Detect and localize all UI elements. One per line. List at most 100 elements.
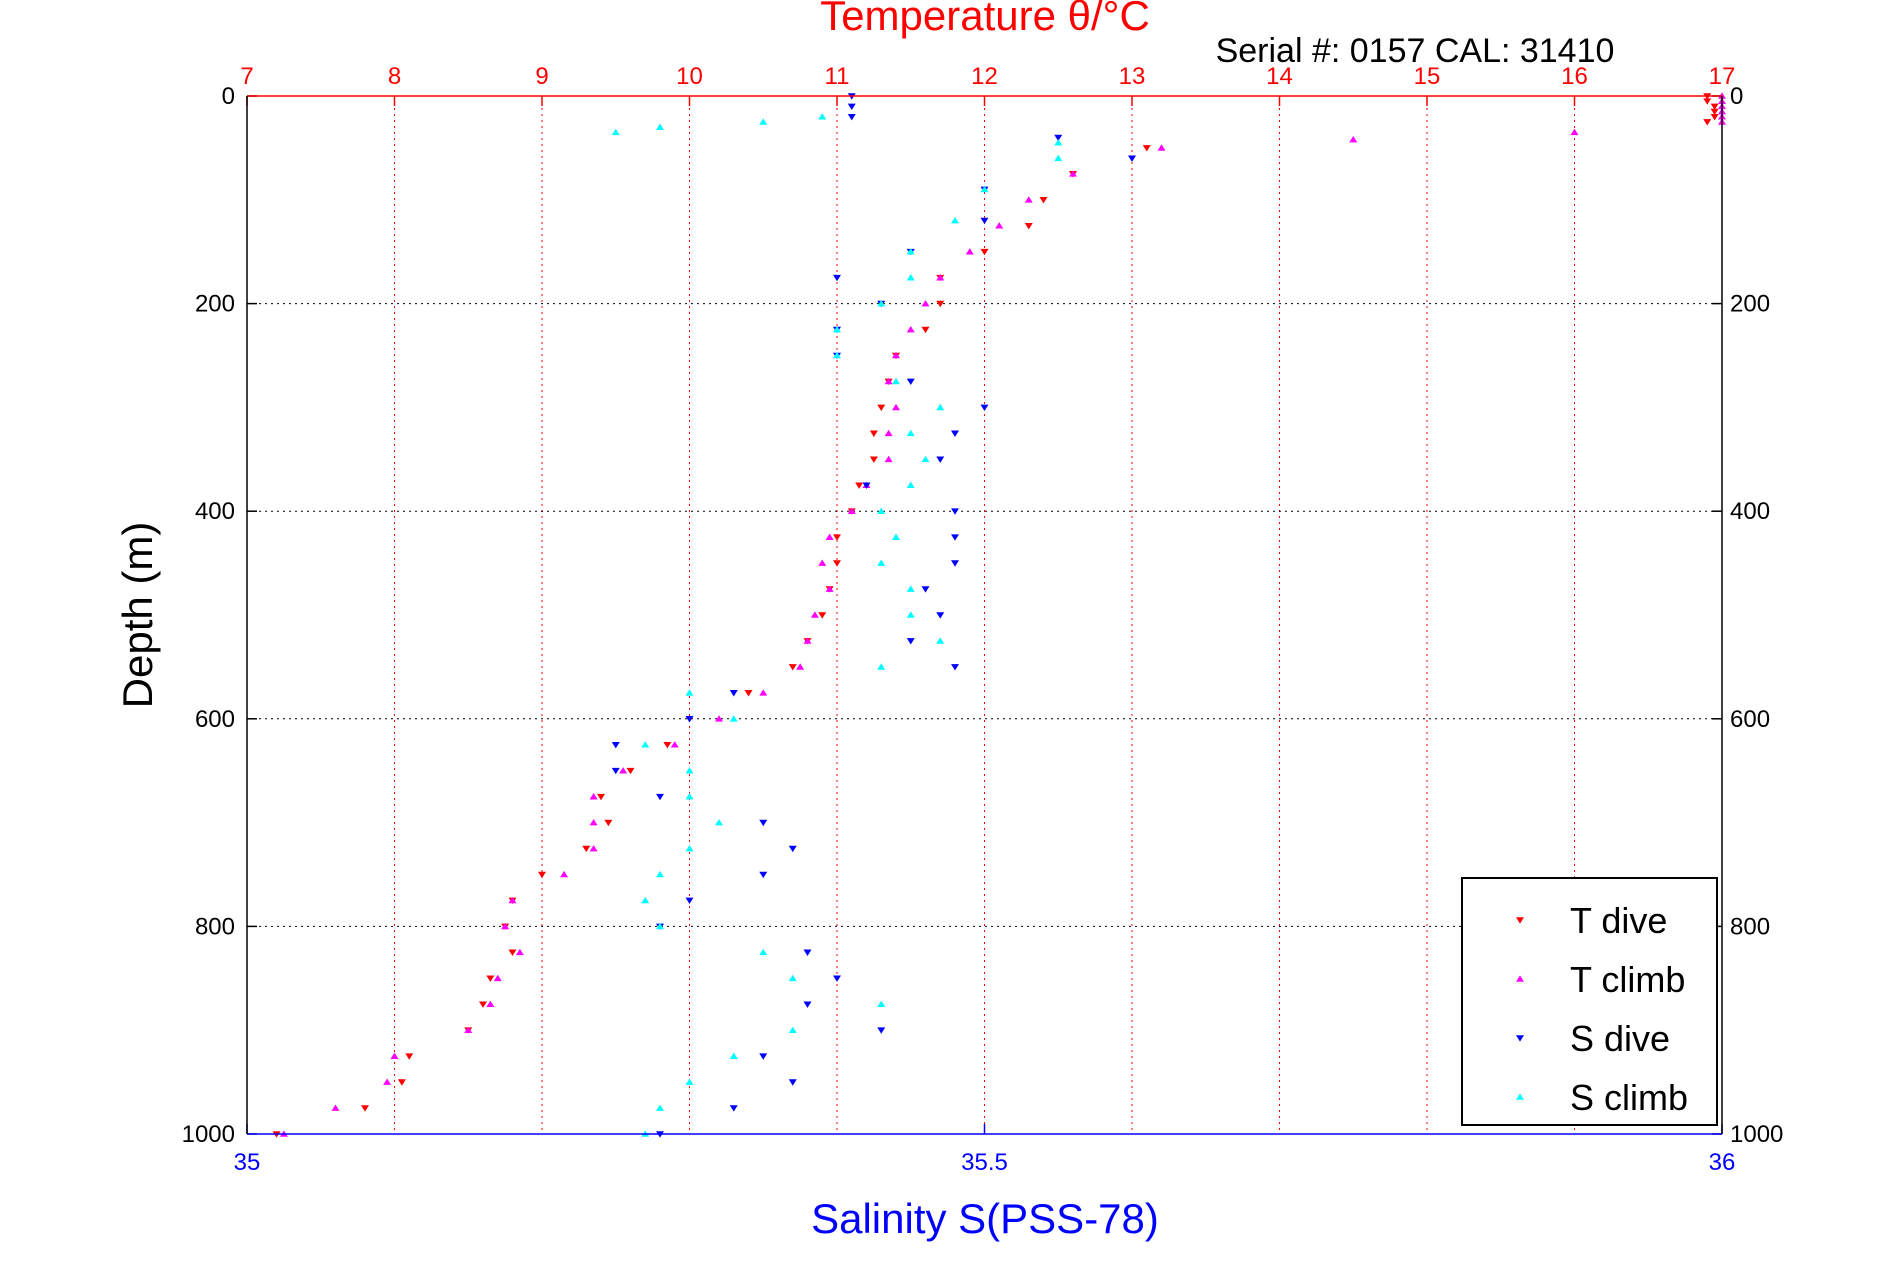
- data-point: [788, 974, 797, 982]
- data-point: [980, 217, 989, 225]
- data-point: [951, 430, 959, 437]
- y-axis-label: Depth (m): [114, 522, 161, 709]
- data-point: [951, 664, 959, 671]
- data-point: [729, 690, 738, 697]
- data-point: [656, 123, 664, 130]
- data-point: [877, 507, 886, 514]
- legend-marker: [1516, 917, 1524, 924]
- data-point: [663, 741, 672, 749]
- legend-label: T climb: [1570, 959, 1685, 1000]
- series-t-climb: [279, 92, 1726, 1137]
- data-point: [833, 351, 841, 359]
- legend-label: S dive: [1570, 1018, 1670, 1059]
- data-point: [729, 1105, 738, 1112]
- data-point: [825, 585, 834, 592]
- data-point: [833, 325, 841, 333]
- data-point: [729, 1052, 738, 1059]
- data-point: [877, 1000, 886, 1008]
- tick-label-depth-left: 600: [195, 706, 235, 733]
- data-point: [1054, 154, 1063, 162]
- data-point: [759, 118, 768, 125]
- data-point: [936, 403, 945, 411]
- data-point: [538, 871, 546, 879]
- data-point: [759, 871, 768, 879]
- tick-label-salinity: 36: [1709, 1149, 1736, 1176]
- data-point: [855, 482, 864, 489]
- data-point: [884, 429, 893, 437]
- data-series-layer: [272, 92, 1726, 1138]
- data-point: [980, 185, 989, 193]
- data-point: [383, 1078, 392, 1085]
- data-point: [818, 559, 827, 566]
- data-point: [759, 819, 768, 827]
- data-point: [877, 663, 886, 670]
- data-point: [936, 456, 945, 463]
- data-point: [884, 377, 893, 385]
- data-point: [921, 300, 930, 307]
- legend-label: S climb: [1570, 1077, 1688, 1118]
- data-point: [715, 715, 723, 722]
- data-point: [715, 819, 723, 826]
- data-point: [788, 1079, 797, 1086]
- data-point: [833, 975, 841, 982]
- data-point: [1054, 139, 1063, 146]
- data-point: [405, 1053, 414, 1060]
- data-point: [1710, 108, 1719, 116]
- tick-label-temperature: 16: [1561, 63, 1588, 90]
- data-point: [508, 896, 517, 904]
- data-point: [560, 870, 569, 878]
- data-point: [641, 896, 650, 904]
- data-point: [877, 404, 886, 411]
- data-point: [995, 222, 1004, 229]
- data-point: [397, 1079, 406, 1086]
- data-point: [744, 690, 753, 697]
- legend-marker: [1516, 1035, 1524, 1042]
- data-point: [951, 534, 959, 541]
- data-point: [892, 377, 900, 385]
- data-point: [877, 559, 886, 566]
- data-point: [906, 638, 915, 645]
- data-point: [685, 844, 694, 852]
- tick-label-depth-right: 800: [1730, 913, 1770, 940]
- data-point: [1703, 98, 1712, 105]
- data-point: [641, 741, 650, 748]
- data-point: [833, 560, 841, 567]
- data-point: [847, 113, 856, 121]
- data-point: [1349, 135, 1358, 143]
- data-point: [1710, 113, 1719, 121]
- data-point: [685, 689, 694, 696]
- data-point: [589, 844, 598, 852]
- tick-label-temperature: 9: [535, 63, 548, 90]
- tick-label-depth-right: 1000: [1730, 1121, 1783, 1148]
- data-point: [1570, 128, 1579, 136]
- tick-label-depth-left: 800: [195, 913, 235, 940]
- data-point: [656, 793, 664, 801]
- data-point: [685, 793, 694, 800]
- data-point: [1128, 155, 1136, 162]
- data-point: [1024, 196, 1033, 203]
- data-point: [464, 1026, 473, 1033]
- tick-label-temperature: 15: [1414, 63, 1441, 90]
- data-point: [515, 948, 524, 956]
- data-point: [906, 378, 915, 386]
- data-point: [390, 1052, 399, 1059]
- tick-label-salinity: 35.5: [961, 1149, 1008, 1176]
- data-point: [803, 949, 812, 956]
- axes: [246, 95, 1723, 1135]
- data-point: [803, 1001, 812, 1008]
- tick-label-depth-left: 200: [195, 291, 235, 318]
- data-point: [796, 663, 805, 670]
- data-point: [1054, 134, 1063, 142]
- data-point: [847, 103, 856, 110]
- tick-label-temperature: 13: [1119, 63, 1146, 90]
- data-point: [626, 767, 635, 775]
- tick-label-salinity: 35: [234, 1149, 261, 1176]
- data-point: [1039, 197, 1048, 204]
- serial-subtitle: Serial #: 0157 CAL: 31410: [1216, 32, 1615, 70]
- legend-label: T dive: [1570, 900, 1667, 941]
- data-point: [685, 767, 694, 774]
- data-point: [936, 274, 945, 281]
- tick-label-temperature: 10: [676, 63, 703, 90]
